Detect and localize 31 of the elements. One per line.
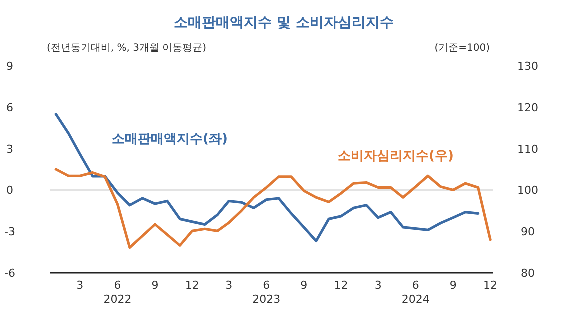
y-tick-label: 9 (6, 60, 14, 73)
y-tick-label: 3 (6, 142, 14, 156)
y2-tick-label: 110 (518, 142, 538, 156)
x-tick-label: 9 (450, 279, 457, 292)
y2-tick-label: 90 (521, 226, 535, 239)
y2-tick-label: 130 (518, 60, 538, 73)
chart-title: 소매판매액지수 및 소비자심리지수 (174, 15, 394, 31)
x-tick-label: 3 (76, 279, 84, 292)
x-tick-label: 12 (185, 279, 200, 292)
line-series (54, 168, 492, 250)
x-tick-label: 3 (226, 279, 233, 292)
series-label: 소비자심리지수(우) (338, 149, 454, 164)
x-tick-label: 6 2023 (252, 279, 281, 306)
y-axis-title: (전년동기대비, %, 3개월 이동평균) (47, 43, 207, 54)
y-tick-label: 0 (6, 184, 14, 198)
x-tick-label: 6 2024 (402, 279, 430, 306)
x-tick-label: 9 (152, 279, 159, 292)
x-tick-label: 12 (484, 279, 498, 292)
y2-tick-label: 80 (521, 267, 535, 280)
y2-tick-label: 100 (518, 184, 538, 198)
x-tick-label: 3 (374, 279, 382, 292)
y2-axis-title: (기준=100) (434, 43, 490, 54)
x-tick-label: 12 (334, 279, 348, 292)
y-tick-label: 6 (6, 101, 14, 114)
text: 소매판매액지수(좌) (112, 132, 228, 147)
x-tick-label: 9 (300, 279, 308, 292)
y2-tick-label: 120 (518, 101, 538, 114)
y-tick-label: -3 (4, 226, 16, 239)
y-tick-label: -6 (4, 267, 16, 280)
x-tick-label: 6 2022 (104, 279, 132, 306)
line-series (54, 113, 480, 243)
